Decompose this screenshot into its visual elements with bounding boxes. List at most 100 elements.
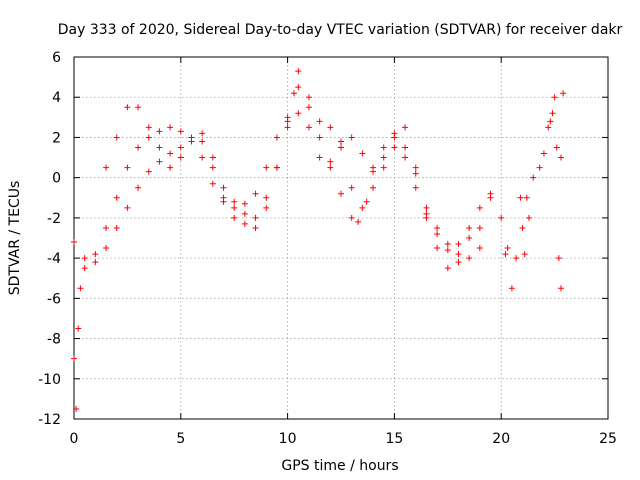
data-point-track-c [145,124,152,131]
data-point-track-a [73,405,80,412]
data-point-track-a [327,164,334,171]
data-point-track-c [263,204,270,211]
data-point-track-c [273,164,280,171]
data-point-track-c [423,214,430,221]
data-point-track-b [92,251,99,258]
data-point-track-a [504,245,511,252]
y-tick-label: 4 [52,90,61,106]
data-point-scatter-tail [521,251,528,258]
data-point-scatter-tail [545,124,552,131]
axis-ticks: 0 5 10 15 20 25 -12 -10 -8 -6 -4 -2 0 2 4 6 [38,50,617,447]
data-point-scatter-tail [523,194,530,201]
data-point-scatter-tail [525,214,532,221]
data-point-track-c [402,124,409,131]
data-point-track-a [113,224,120,231]
data-point-track-a [444,241,451,248]
data-point-track-c [177,154,184,161]
data-point-track-a [380,164,387,171]
data-point-scatter-tail [519,224,526,231]
grid [74,57,608,419]
x-tick-label: 0 [70,431,79,447]
data-point-track-a [177,144,184,151]
data-point-track-b [167,124,174,131]
data-point-track-b [135,144,142,151]
data-point-track-c [167,164,174,171]
data-point-track-c [316,118,323,125]
data-point-track-c [220,194,227,201]
data-point-track-c [370,164,377,171]
data-point-track-c [355,218,362,225]
y-tick-label: 2 [52,130,61,146]
data-point-track-a [75,325,82,332]
data-point-track-b [295,110,302,117]
data-point-track-a [359,204,366,211]
data-point-track-b [423,204,430,211]
data-point-track-a [391,144,398,151]
data-point-scatter-tail [517,194,524,201]
data-point-track-a [305,94,312,101]
chart-title: Day 333 of 2020, Sidereal Day-to-day VTE… [58,22,623,38]
data-point-track-b [199,154,206,161]
data-point-track-c [113,134,120,141]
data-point-track-c [241,220,248,227]
data-point-track-c [391,134,398,141]
data-point-track-b [103,224,110,231]
data-point-track-c [444,265,451,272]
data-point-track-c [348,184,355,191]
y-tick-label: -8 [47,332,61,348]
data-point-track-a [466,255,473,262]
data-point-track-a [241,210,248,217]
data-point-scatter-tail [555,255,562,262]
x-tick-label: 25 [599,431,617,447]
y-axis-title: SDTVAR / TECUs [7,181,23,296]
y-tick-label: -2 [47,211,61,227]
data-point-track-b [113,194,120,201]
x-tick-label: 15 [385,431,403,447]
data-point-track-b [124,164,131,171]
x-tick-label: 10 [279,431,297,447]
data-point-track-a [156,158,163,165]
data-point-track-a [476,224,483,231]
data-point-track-c [327,124,334,131]
data-point-track-b [412,170,419,177]
data-point-track-c [380,144,387,151]
data-point-track-b [476,204,483,211]
data-point-scatter-tail [558,154,565,161]
data-point-track-a [145,168,152,175]
data-point-track-c [338,138,344,145]
x-axis-title: GPS time / hours [281,458,398,474]
data-point-track-b [434,230,441,237]
data-point-scatter-tail [536,164,543,171]
data-point-track-c [135,104,142,111]
data-point-track-a [370,184,377,191]
data-point-track-a [455,259,462,266]
data-point-track-c [284,114,291,121]
data-point-track-a [199,138,206,145]
data-point-track-b [305,124,312,131]
data-point-scatter-tail [508,285,515,292]
data-point-track-b [487,190,494,197]
data-point-track-b [338,144,344,151]
data-point-scatter-tail [547,118,554,125]
data-point-track-c [199,130,206,137]
data-point-track-b [359,150,366,157]
data-point-track-b [252,190,259,197]
y-tick-label: -10 [38,372,61,388]
data-point-track-a [402,154,409,161]
data-point-track-a [412,184,419,191]
data-point-track-b [273,134,280,141]
data-point-track-c [412,164,419,171]
data-point-scatter-tail [513,255,520,262]
y-tick-label: -4 [47,251,61,267]
data-point-track-b [241,200,248,207]
y-tick-label: 6 [52,50,61,66]
data-point-track-c [295,84,302,91]
data-point-track-a [316,134,323,141]
data-point-track-b [145,134,152,141]
data-point-track-a [103,245,110,252]
data-point-track-a [167,150,174,157]
data-point-track-c [231,214,238,221]
data-point-track-a [284,124,291,131]
data-point-track-c [252,224,259,231]
